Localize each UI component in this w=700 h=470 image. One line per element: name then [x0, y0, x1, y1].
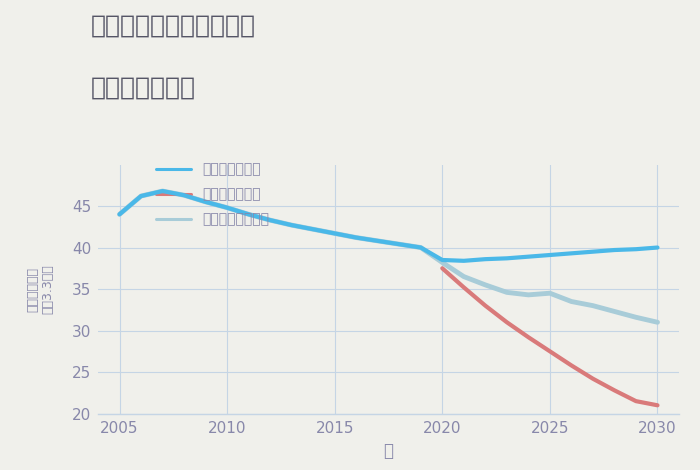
Text: ノーマルシナリオ: ノーマルシナリオ: [202, 212, 270, 226]
Text: バッドシナリオ: バッドシナリオ: [202, 188, 261, 201]
Text: 兵庫県姫路市西大寿台の: 兵庫県姫路市西大寿台の: [91, 14, 256, 38]
Text: 土地の価格推移: 土地の価格推移: [91, 75, 196, 99]
X-axis label: 年: 年: [384, 442, 393, 461]
Text: 単価（万円）
坪（3.3㎡）: 単価（万円） 坪（3.3㎡）: [26, 264, 54, 314]
Text: グッドシナリオ: グッドシナリオ: [202, 163, 261, 176]
